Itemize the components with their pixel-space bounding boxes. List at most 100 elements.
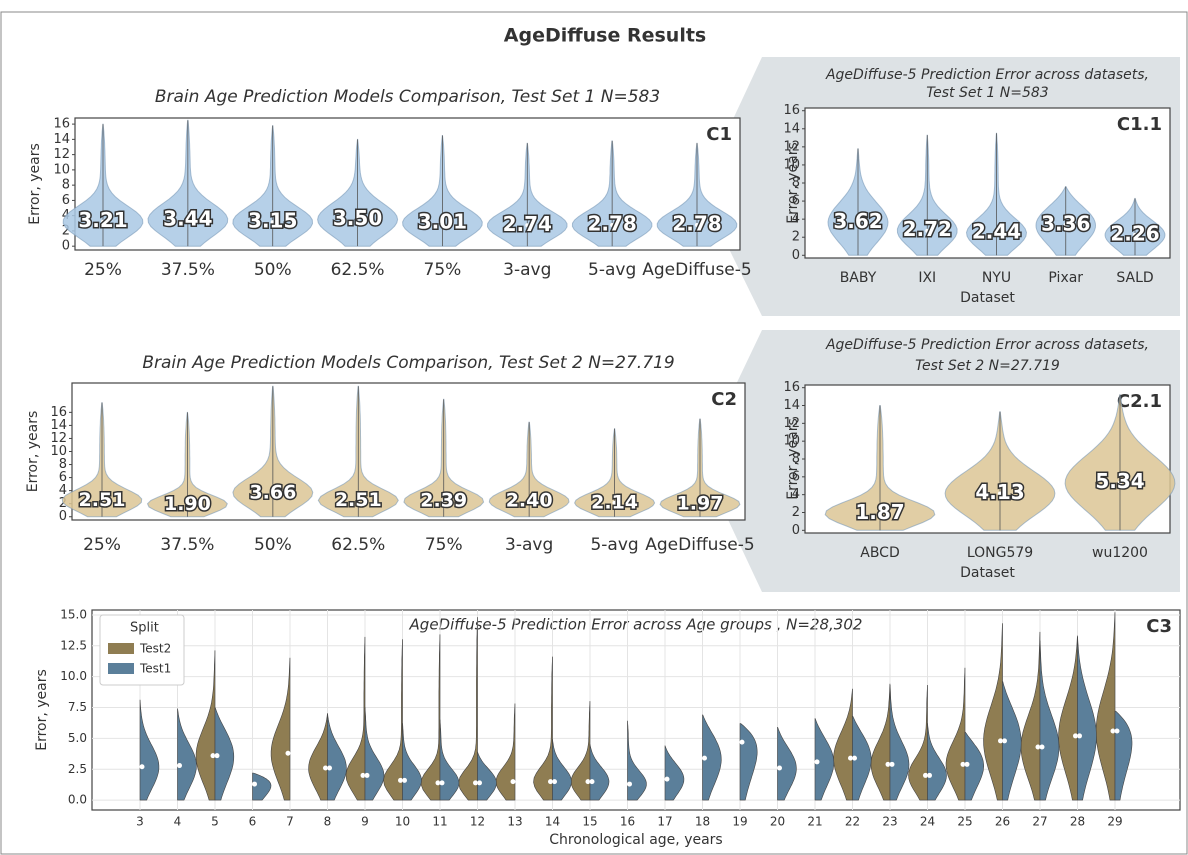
y-axis-label: Error, years xyxy=(785,418,801,500)
x-tick-label: 9 xyxy=(361,815,369,829)
median xyxy=(177,763,182,769)
half-violin xyxy=(177,708,197,801)
median xyxy=(355,217,360,222)
median xyxy=(1077,733,1082,739)
median xyxy=(1114,728,1120,734)
median xyxy=(923,772,928,778)
value-label: 1.90 xyxy=(164,493,211,515)
chart-title: Brain Age Prediction Models Comparison, … xyxy=(142,353,674,373)
x-axis-label: Chronological age, years xyxy=(549,832,722,848)
value-label: 1.87 xyxy=(855,500,904,524)
value-label: 4.13 xyxy=(975,480,1024,504)
half-violin xyxy=(139,699,160,801)
y-tick-label: 15.0 xyxy=(60,607,87,621)
x-tick-label: 20 xyxy=(770,815,785,829)
y-tick-label: 4 xyxy=(59,483,67,498)
half-violin xyxy=(964,731,985,801)
median xyxy=(698,501,702,506)
half-violin xyxy=(627,720,647,801)
median xyxy=(878,511,882,516)
x-tick-label: 75% xyxy=(425,535,463,555)
median xyxy=(994,231,999,236)
median xyxy=(1110,728,1116,734)
legend-label: Test2 xyxy=(139,642,171,656)
y-tick-label: 12 xyxy=(783,416,800,431)
value-label: 5.34 xyxy=(1095,469,1144,493)
x-tick-label: 37.5% xyxy=(161,260,215,280)
x-tick-label: Pixar xyxy=(1048,270,1083,286)
median xyxy=(612,500,617,505)
median xyxy=(1002,738,1007,744)
y-tick-label: 0 xyxy=(792,523,800,538)
half-violin xyxy=(495,703,516,801)
median xyxy=(356,498,361,503)
median xyxy=(214,753,220,759)
x-tick-label: 4 xyxy=(174,815,182,829)
x-tick-label: 62.5% xyxy=(331,260,385,280)
median xyxy=(527,499,532,504)
x-tick-label: 7 xyxy=(286,815,294,829)
half-violin xyxy=(570,701,591,801)
x-tick-label: 37.5% xyxy=(160,535,214,555)
y-tick-label: 10.0 xyxy=(60,669,87,683)
y-tick-label: 8 xyxy=(59,457,67,472)
y-tick-label: 0.0 xyxy=(68,793,87,807)
median xyxy=(927,772,932,778)
y-tick-label: 8 xyxy=(62,178,70,193)
half-violin xyxy=(777,727,797,801)
median xyxy=(435,780,441,786)
half-violin xyxy=(345,636,366,801)
x-tick-label: 19 xyxy=(732,815,747,829)
half-violin xyxy=(927,723,947,801)
median xyxy=(964,761,970,767)
value-label: 2.51 xyxy=(335,489,382,511)
median xyxy=(441,499,446,504)
x-tick-label: 28 xyxy=(1070,815,1085,829)
legend-swatch xyxy=(108,643,134,654)
y-tick-label: 4 xyxy=(792,212,800,227)
half-violin xyxy=(252,772,272,801)
median xyxy=(100,498,104,503)
value-label: 2.72 xyxy=(903,217,952,241)
x-tick-label: 14 xyxy=(545,815,560,829)
median xyxy=(695,222,699,227)
median xyxy=(664,776,670,782)
value-label: 2.14 xyxy=(591,491,638,513)
median xyxy=(252,781,257,787)
y-axis-label: Error, years xyxy=(785,142,801,224)
y-tick-label: 12 xyxy=(783,139,800,154)
y-tick-label: 6 xyxy=(792,194,800,209)
half-violin xyxy=(1058,635,1078,801)
median xyxy=(327,765,332,771)
median xyxy=(852,755,857,761)
x-tick-label: 16 xyxy=(620,815,635,829)
half-violin xyxy=(1095,612,1116,801)
half-violin xyxy=(477,751,497,801)
median xyxy=(548,779,553,785)
median xyxy=(777,765,782,771)
half-violin xyxy=(552,739,572,801)
panel-label: C2 xyxy=(711,389,737,410)
y-tick-label: 14 xyxy=(783,121,800,136)
x-tick-label: 6 xyxy=(249,815,257,829)
y-tick-label: 10 xyxy=(50,444,67,459)
value-label: 2.74 xyxy=(503,212,552,236)
half-violin xyxy=(439,719,460,801)
y-tick-label: 6 xyxy=(792,469,800,484)
half-violin xyxy=(533,656,553,801)
y-tick-label: 0 xyxy=(62,239,70,254)
y-tick-label: 6 xyxy=(59,470,67,485)
median xyxy=(440,221,445,226)
y-axis-label: Error, years xyxy=(34,669,50,751)
median xyxy=(270,490,275,495)
half-violin xyxy=(870,683,891,801)
median xyxy=(185,502,190,507)
median xyxy=(364,772,370,778)
x-tick-label: 25% xyxy=(83,535,121,555)
value-label: 3.50 xyxy=(333,206,382,230)
panel-label: C1 xyxy=(706,124,732,145)
x-tick-label: 23 xyxy=(882,815,897,829)
panel-label: C3 xyxy=(1146,616,1172,637)
y-tick-label: 8 xyxy=(792,452,800,467)
median xyxy=(627,781,632,787)
